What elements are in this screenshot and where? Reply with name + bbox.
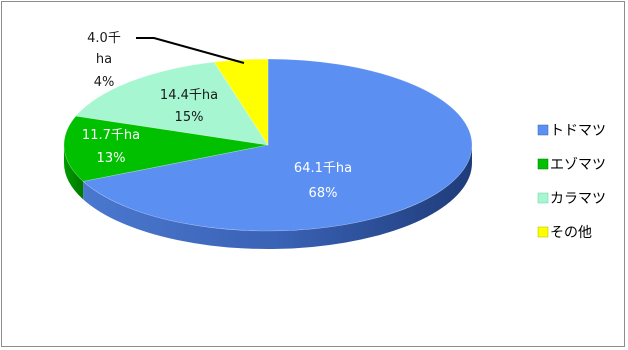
legend-label-ezomatsu: エゾマツ (550, 157, 606, 173)
slice-ezomatsu (63, 115, 269, 182)
legend-label-other: その他 (550, 225, 592, 241)
slice-karamatsu (75, 61, 269, 146)
legend: トドマツ エゾマツ カラマツ その他 (537, 123, 606, 241)
slice-side-todomatsu (83, 145, 472, 249)
label-ezomatsu-percent: 13% (97, 151, 126, 166)
legend-swatch-todomatsu (537, 124, 549, 136)
label-todomatsu-value: 64.1千ha (294, 161, 352, 176)
legend-swatch-karamatsu (537, 192, 549, 204)
slice-side-ezomatsu (64, 145, 84, 200)
label-other-value-2: ha (96, 52, 112, 67)
label-karamatsu-value: 14.4千ha (160, 88, 218, 103)
legend-swatch-ezomatsu (537, 158, 549, 170)
label-todomatsu-percent: 68% (309, 186, 338, 201)
pie-slices (63, 58, 473, 249)
label-other-value-1: 4.0千 (87, 31, 121, 46)
slice-other (213, 58, 269, 147)
legend-swatch-other (537, 226, 549, 238)
slice-todomatsu (82, 58, 473, 232)
label-karamatsu-percent: 15% (175, 110, 204, 125)
legend-label-karamatsu: カラマツ (550, 191, 606, 207)
label-ezomatsu-value: 11.7千ha (82, 128, 140, 143)
legend-label-todomatsu: トドマツ (550, 123, 606, 139)
label-other-percent: 4% (94, 75, 115, 90)
leader-line (136, 37, 245, 64)
